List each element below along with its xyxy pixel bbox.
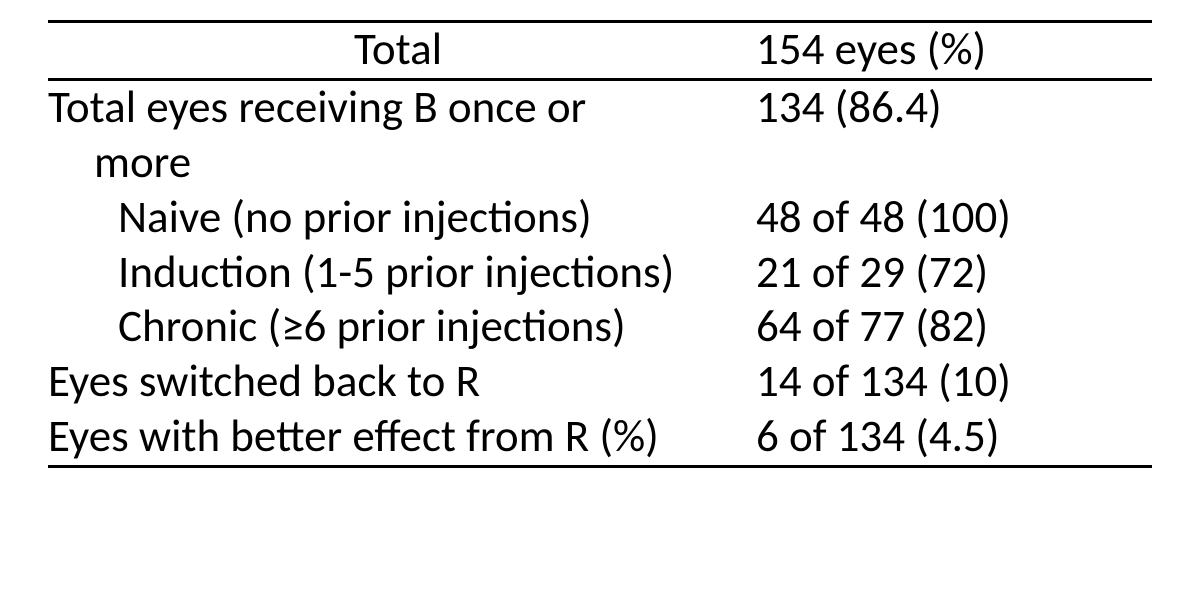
row-value: 48 of 48 (100) (748, 191, 1152, 246)
table-row: Naive (no prior injections) 48 of 48 (10… (48, 191, 1152, 246)
row-value: 64 of 77 (82) (748, 300, 1152, 355)
header-cell-total: Total (48, 22, 748, 80)
table-row: Eyes switched back to R 14 of 134 (10) (48, 355, 1152, 410)
table-header-row: Total 154 eyes (%) (48, 22, 1152, 80)
row-value: 14 of 134 (10) (748, 355, 1152, 410)
row-label-line2: more (48, 136, 748, 191)
row-label: Eyes switched back to R (48, 354, 480, 409)
row-label: Induction (1-5 prior injections) (48, 246, 748, 301)
clinical-table: Total 154 eyes (%) Total eyes receiving … (48, 20, 1152, 468)
table-container: Total 154 eyes (%) Total eyes receiving … (0, 0, 1200, 608)
row-value: 6 of 134 (4.5) (748, 410, 1152, 466)
row-label: Eyes with better effect from R (%) (48, 409, 659, 464)
row-label-line1: Total eyes receiving B once or (48, 80, 586, 135)
row-label: Chronic (≥6 prior injections) (48, 300, 748, 355)
table-row: Induction (1-5 prior injections) 21 of 2… (48, 246, 1152, 301)
row-value: 134 (86.4) (748, 79, 1152, 190)
header-cell-eyes: 154 eyes (%) (748, 22, 1152, 80)
row-label: Naive (no prior injections) (48, 191, 748, 246)
table-row: Chronic (≥6 prior injections) 64 of 77 (… (48, 300, 1152, 355)
row-value: 21 of 29 (72) (748, 246, 1152, 301)
table-row: Total eyes receiving B once or more 134 … (48, 79, 1152, 190)
table-row: Eyes with better effect from R (%) 6 of … (48, 410, 1152, 466)
